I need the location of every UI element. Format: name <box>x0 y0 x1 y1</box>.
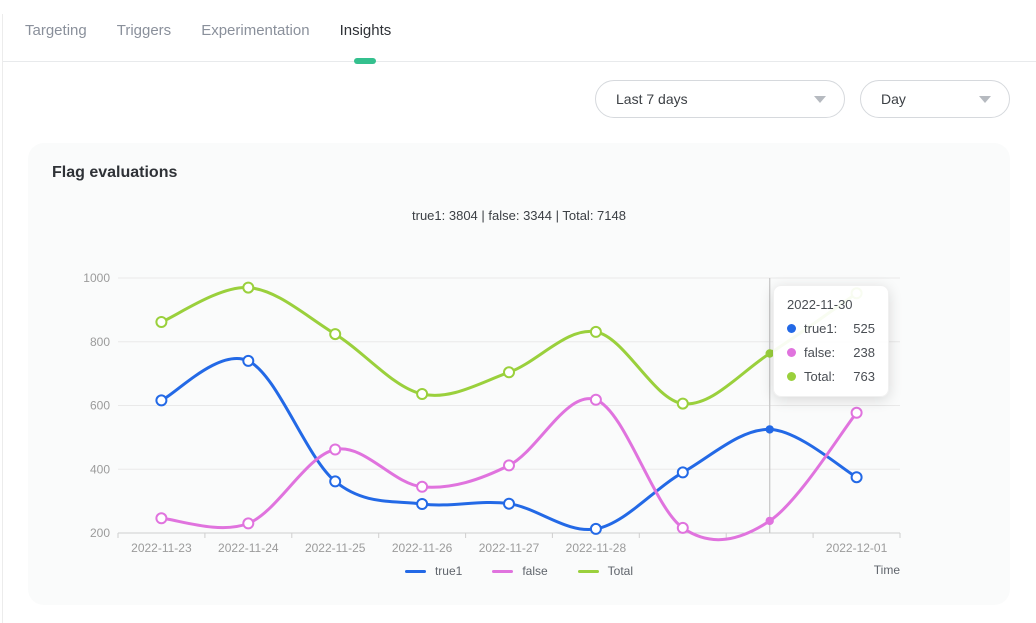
tooltip-series-name: true1: <box>804 321 838 336</box>
data-point-true1[interactable] <box>589 522 602 535</box>
data-point-true1[interactable] <box>850 471 863 484</box>
data-point-false[interactable] <box>242 517 255 530</box>
x-axis-tick-label: 2022-11-26 <box>392 541 453 555</box>
tooltip-date: 2022-11-30 <box>787 297 853 312</box>
active-tab-indicator <box>354 58 377 64</box>
data-point-false[interactable] <box>676 521 689 534</box>
x-axis-tick-label: 2022-11-28 <box>566 541 627 555</box>
time-range-select[interactable]: Last 7 days <box>595 80 845 118</box>
chart-tooltip: 2022-11-30 true1: 525 false: 238 Total: 763 <box>773 285 889 397</box>
data-point-Total[interactable] <box>589 325 602 338</box>
legend-item-false[interactable]: false <box>492 564 548 578</box>
data-point-true1[interactable] <box>329 475 342 488</box>
tooltip-series-value: 763 <box>853 369 875 384</box>
feature-flag-tabbar: Targeting Triggers Experimentation Insig… <box>3 0 1036 64</box>
data-point-true1[interactable] <box>503 497 515 510</box>
x-axis-name: Time <box>873 563 900 577</box>
data-point-true1[interactable] <box>242 354 255 367</box>
data-point-true1[interactable] <box>416 498 429 510</box>
chevron-down-icon <box>814 95 826 103</box>
data-point-false[interactable] <box>589 393 602 406</box>
series-line-false <box>159 397 859 542</box>
series-dot-icon <box>787 372 796 381</box>
data-point-Total[interactable] <box>155 316 168 328</box>
totals-summary: true1: 3804 | false: 3344 | Total: 7148 <box>412 208 626 223</box>
data-point-Total-hovered[interactable] <box>765 349 774 358</box>
data-point-false[interactable] <box>329 443 342 456</box>
y-axis-tick-label: 800 <box>90 335 110 349</box>
flag-evaluations-card: Flag evaluations true1: 3804 | false: 33… <box>28 143 1010 605</box>
tooltip-series-value: 525 <box>853 321 875 336</box>
data-point-Total[interactable] <box>329 328 342 341</box>
tooltip-row: false: 238 <box>787 345 875 360</box>
y-axis-tick-label: 200 <box>90 526 110 540</box>
data-point-false-hovered[interactable] <box>765 516 774 526</box>
granularity-value: Day <box>881 91 906 107</box>
chevron-down-icon <box>979 95 991 103</box>
legend-item-Total[interactable]: Total <box>577 564 634 578</box>
legend-label: Total <box>607 564 634 578</box>
legend-line-icon <box>577 569 599 573</box>
data-point-true1-hovered[interactable] <box>765 425 774 434</box>
panel-left-border <box>2 14 3 623</box>
data-point-true1[interactable] <box>676 466 689 479</box>
tooltip-series-name: false: <box>804 345 836 360</box>
x-axis-tick-label: 2022-11-27 <box>479 541 540 555</box>
y-axis-tick-label: 1000 <box>83 271 110 285</box>
chart-legend: true1 false Total <box>28 561 1010 581</box>
legend-line-icon <box>492 569 514 573</box>
flag-evaluations-chart[interactable]: 200 400 600 800 1000 2022-11-23 2022-11-24 2022… <box>28 253 1010 605</box>
line-chart[interactable]: 200 400 600 800 1000 2022-11-23 2022-11-24 2022… <box>28 253 1010 563</box>
data-point-false[interactable] <box>503 459 515 472</box>
tab-insights-label: Insights <box>339 22 392 39</box>
legend-label: true1 <box>434 564 463 578</box>
tab-triggers[interactable]: Triggers <box>116 22 172 39</box>
data-point-Total[interactable] <box>503 366 515 379</box>
chart-filters: Last 7 days Day <box>595 80 1010 118</box>
tooltip-series-value: 238 <box>853 345 875 360</box>
tooltip-row: true1: 525 <box>787 321 875 336</box>
legend-line-icon <box>404 569 426 573</box>
data-point-false[interactable] <box>850 406 863 419</box>
tooltip-series-name: Total: <box>804 369 836 384</box>
data-point-Total[interactable] <box>676 397 689 410</box>
series-dot-icon <box>787 348 796 357</box>
legend-label: false <box>522 564 548 578</box>
x-axis-tick-label: 2022-11-23 <box>131 541 192 555</box>
data-point-Total[interactable] <box>242 281 255 294</box>
y-axis-tick-label: 400 <box>90 462 110 476</box>
data-point-false[interactable] <box>416 480 429 493</box>
granularity-select[interactable]: Day <box>860 80 1010 118</box>
data-point-Total[interactable] <box>416 388 429 400</box>
x-axis-tick-label: 2022-11-25 <box>305 541 366 555</box>
y-axis-tick-label: 600 <box>90 399 110 413</box>
tab-insights[interactable]: Insights <box>339 0 392 64</box>
x-axis-tick-label: 2022-11-24 <box>218 541 279 555</box>
data-point-true1[interactable] <box>155 394 168 407</box>
legend-item-true1[interactable]: true1 <box>404 564 463 578</box>
tooltip-row: Total: 763 <box>787 369 875 384</box>
card-title: Flag evaluations <box>52 164 178 181</box>
x-axis-tick-label: 2022-12-01 <box>826 541 888 555</box>
series-dot-icon <box>787 324 796 333</box>
tab-experimentation[interactable]: Experimentation <box>201 22 310 39</box>
data-point-false[interactable] <box>155 512 168 525</box>
tab-targeting[interactable]: Targeting <box>25 22 87 39</box>
series-line-Total <box>159 286 859 406</box>
time-range-value: Last 7 days <box>616 91 688 107</box>
